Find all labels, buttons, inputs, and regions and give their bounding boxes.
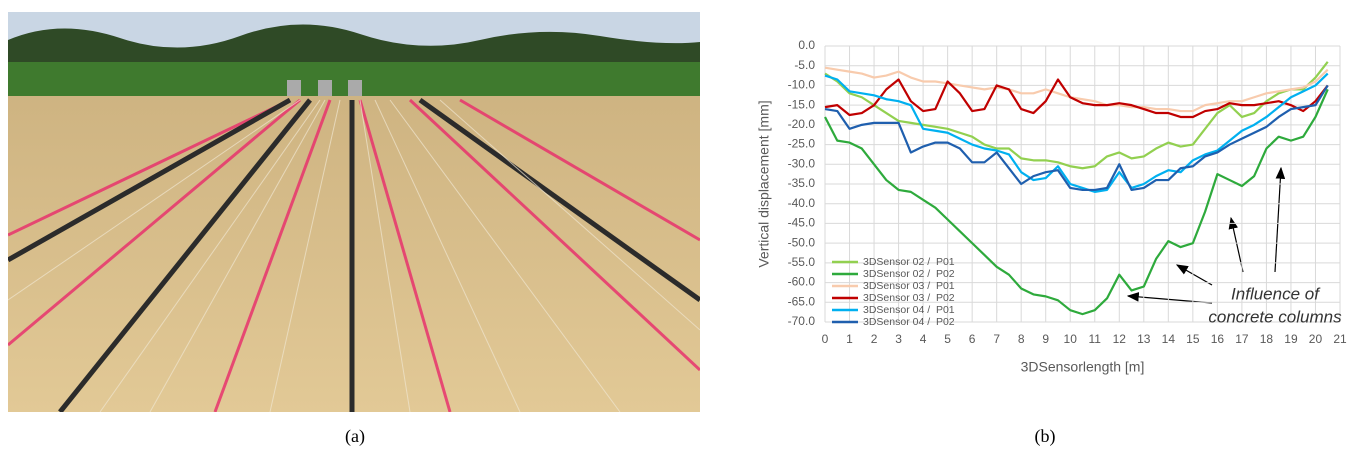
y-tick-label: -50.0 [788, 235, 816, 249]
x-tick-label: 0 [822, 332, 829, 346]
data-line [824, 84, 1329, 192]
legend-label: 3DSensor 04 / P01 [863, 304, 955, 316]
photo [8, 12, 700, 412]
y-tick-label: -65.0 [788, 294, 816, 308]
x-tick-label: 9 [1042, 332, 1049, 346]
x-tick-label: 17 [1235, 332, 1249, 346]
x-tick-label: 13 [1137, 332, 1151, 346]
y-tick-label: -55.0 [788, 255, 816, 269]
y-tick-label: -10.0 [788, 78, 816, 92]
x-tick-label: 19 [1284, 332, 1298, 346]
x-tick-label: 10 [1064, 332, 1078, 346]
y-tick-label: -40.0 [788, 196, 816, 210]
annotation: Influence of [1231, 284, 1321, 303]
x-tick-label: 21 [1333, 332, 1347, 346]
data-line [824, 78, 1329, 119]
y-tick-label: -60.0 [788, 275, 816, 289]
x-tick-label: 5 [944, 332, 951, 346]
y-tick-label: -45.0 [788, 216, 816, 230]
x-axis-label: 3DSensorlength [m] [1021, 359, 1145, 375]
legend-label: 3DSensor 02 / P01 [863, 256, 955, 268]
data-line [824, 72, 1329, 193]
y-tick-label: -5.0 [794, 58, 815, 72]
x-tick-label: 12 [1113, 332, 1127, 346]
x-tick-label: 8 [1018, 332, 1025, 346]
y-tick-label: -25.0 [788, 137, 816, 151]
x-tick-label: 7 [993, 332, 1000, 346]
x-tick-label: 16 [1211, 332, 1225, 346]
x-tick-label: 1 [846, 332, 853, 346]
annotation: concrete columns [1208, 307, 1342, 326]
x-tick-label: 2 [871, 332, 878, 346]
y-tick-label: -15.0 [788, 97, 816, 111]
y-tick-label: -30.0 [788, 156, 816, 170]
data-line [824, 61, 1329, 170]
x-tick-label: 20 [1309, 332, 1323, 346]
y-tick-label: -35.0 [788, 176, 816, 190]
x-tick-label: 14 [1162, 332, 1176, 346]
x-tick-label: 3 [895, 332, 902, 346]
x-tick-label: 11 [1089, 332, 1102, 346]
data-line [824, 88, 1329, 316]
caption: (a) [345, 426, 365, 447]
y-tick-label: 0.0 [798, 38, 815, 52]
y-axis-label: Vertical displacement [mm] [756, 100, 772, 267]
x-tick-label: 4 [920, 332, 927, 346]
legend-label: 3DSensor 02 / P02 [863, 268, 955, 280]
legend-label: 3DSensor 03 / P01 [863, 280, 955, 292]
legend-label: 3DSensor 04 / P02 [863, 316, 955, 328]
x-tick-label: 6 [969, 332, 976, 346]
y-tick-label: -20.0 [788, 117, 816, 131]
y-tick-label: -70.0 [788, 314, 816, 328]
caption: (b) [1035, 426, 1056, 447]
x-tick-label: 15 [1186, 332, 1200, 346]
data-line [824, 66, 1329, 113]
x-tick-label: 18 [1260, 332, 1274, 346]
legend-label: 3DSensor 03 / P02 [863, 292, 955, 304]
